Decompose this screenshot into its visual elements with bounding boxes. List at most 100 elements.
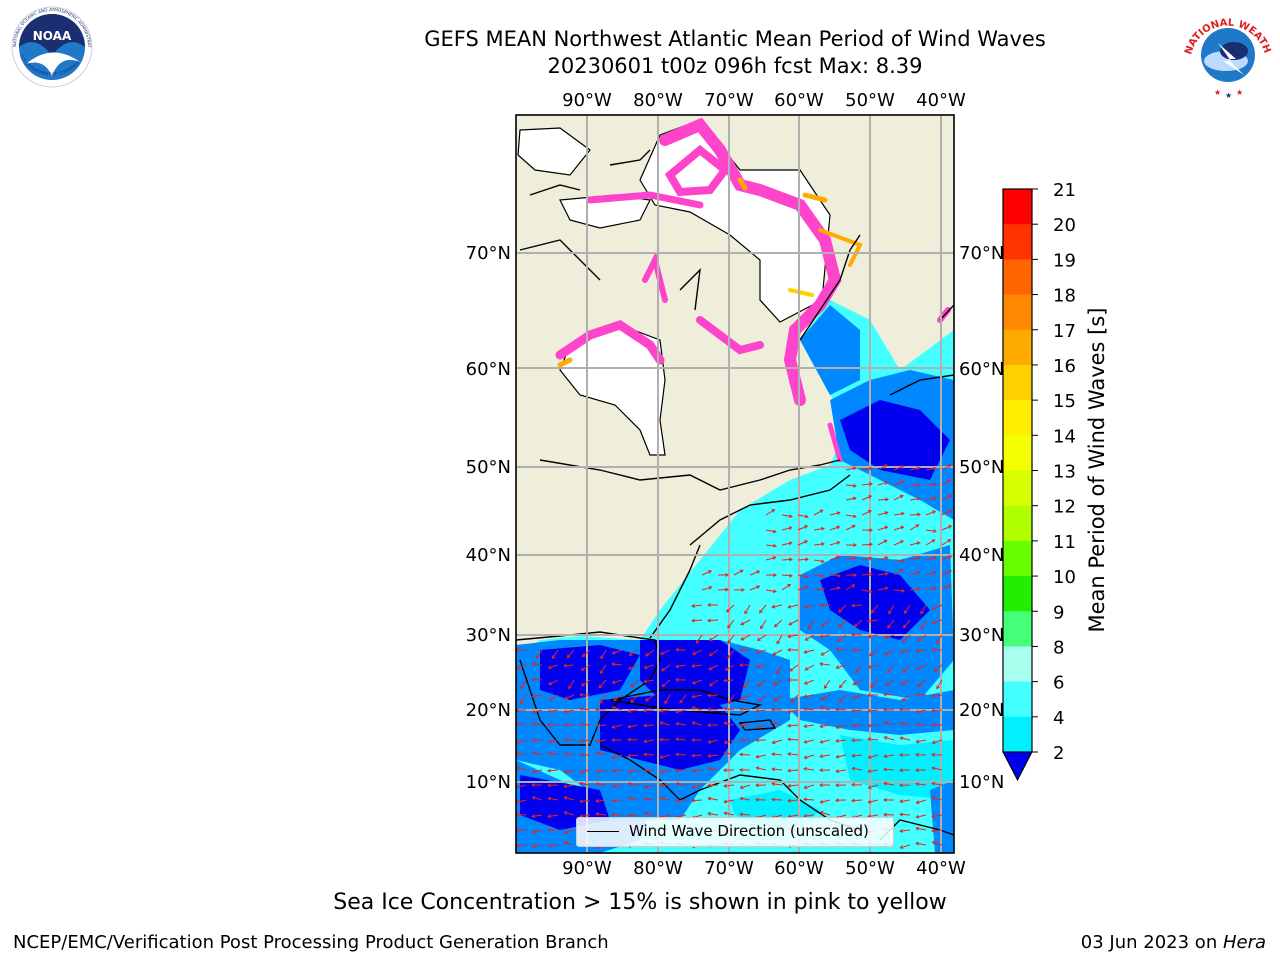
- wave-arrow: [909, 467, 920, 471]
- wave-arrow-head: [579, 707, 584, 711]
- wave-arrow: [772, 739, 783, 744]
- wave-arrow: [915, 693, 927, 696]
- wave-arrow-head: [691, 603, 696, 608]
- wave-arrow: [552, 649, 559, 659]
- wave-arrow: [845, 557, 856, 561]
- wave-arrow-head: [835, 738, 840, 743]
- wave-arrow-head: [933, 668, 938, 673]
- wave-arrow-head: [916, 541, 921, 546]
- wave-arrow-head: [630, 684, 635, 688]
- wave-arrow-head: [804, 667, 809, 671]
- wave-arrow: [925, 557, 936, 561]
- wave-arrow: [708, 767, 719, 771]
- wave-arrow: [788, 619, 799, 626]
- wave-arrow: [861, 495, 872, 501]
- wave-arrow-head: [595, 782, 600, 787]
- wave-arrow: [838, 694, 847, 703]
- wave-arrow: [925, 587, 936, 591]
- wave-arrow-head: [691, 768, 696, 773]
- lat-label-10n-left: 10°N: [466, 772, 511, 793]
- wave-arrow: [941, 510, 952, 516]
- wave-arrow-head: [787, 634, 792, 639]
- wave-arrow-head: [627, 796, 632, 801]
- wave-arrow-head: [837, 573, 841, 578]
- wave-arrow: [776, 634, 783, 644]
- wave-arrow-head: [739, 569, 744, 574]
- wave-arrow: [915, 723, 927, 726]
- wave-arrow-head: [728, 700, 732, 705]
- colorbar-segment: [1003, 576, 1032, 612]
- wave-arrow-head: [853, 623, 858, 628]
- wave-arrow: [645, 649, 655, 657]
- wave-arrow: [612, 679, 623, 684]
- wave-arrow: [805, 664, 815, 671]
- wave-arrow-head: [755, 724, 760, 729]
- wave-arrow: [845, 584, 855, 591]
- wave-arrow: [925, 467, 936, 471]
- wave-arrow-head: [627, 813, 631, 818]
- wave-arrow-head: [566, 654, 571, 659]
- wave-arrow: [580, 782, 591, 786]
- wave-arrow: [838, 619, 847, 628]
- wave-arrow-head: [579, 769, 584, 774]
- wave-arrow: [660, 769, 671, 773]
- wave-arrow-head: [595, 723, 599, 728]
- wave-arrow-head: [884, 556, 889, 561]
- colorbar-tick-label: 11: [1053, 532, 1076, 553]
- wave-arrow: [772, 649, 783, 656]
- wave-arrow-head: [899, 494, 904, 499]
- wave-arrow-head: [915, 768, 919, 773]
- wave-arrow-head: [707, 723, 711, 728]
- wave-arrow: [580, 769, 591, 773]
- wave-arrow: [933, 664, 943, 672]
- wave-arrow: [917, 634, 927, 642]
- wave-arrow-head: [902, 624, 907, 629]
- wave-arrow: [893, 569, 903, 576]
- wave-arrow-head: [821, 623, 826, 627]
- wave-arrow-head: [820, 587, 825, 591]
- wave-arrow: [756, 709, 767, 712]
- wave-arrow-head: [595, 812, 600, 816]
- wave-arrow: [707, 619, 719, 622]
- wave-arrow: [941, 479, 951, 486]
- wave-arrow-head: [695, 640, 700, 644]
- map-area: [516, 115, 954, 853]
- wave-arrow-head: [852, 496, 857, 501]
- wave-arrow-head: [531, 677, 535, 682]
- wave-arrow: [772, 768, 783, 771]
- wave-arrow-head: [756, 637, 761, 641]
- wave-arrow-head: [691, 618, 695, 623]
- wave-arrow-head: [867, 665, 872, 669]
- wave-arrow: [707, 784, 719, 787]
- wave-arrow-head: [851, 753, 856, 758]
- wave-arrow-head: [867, 509, 872, 514]
- wave-arrow-head: [595, 769, 600, 774]
- wave-arrow: [630, 694, 639, 703]
- wave-arrow-head: [531, 783, 535, 788]
- wave-arrow: [520, 694, 527, 704]
- wave-arrow-head: [915, 814, 920, 819]
- colorbar-tick-label: 19: [1053, 250, 1076, 271]
- wave-arrow: [804, 754, 815, 759]
- wave-arrow-head: [852, 556, 857, 561]
- wave-arrow-head: [579, 781, 584, 786]
- wave-arrow: [932, 782, 943, 786]
- wave-arrow: [788, 814, 799, 818]
- wave-arrow-head: [931, 620, 936, 625]
- wave-arrow-head: [516, 843, 519, 848]
- wave-arrow-head: [835, 798, 839, 803]
- wave-arrow-head: [915, 826, 920, 831]
- wave-arrow: [788, 784, 799, 787]
- wave-arrow-head: [884, 586, 889, 591]
- wave-arrow-head: [883, 707, 887, 712]
- wave-arrow: [932, 739, 943, 744]
- wave-arrow-head: [723, 768, 727, 773]
- wave-arrow-head: [819, 799, 824, 804]
- wave-arrow-head: [948, 555, 953, 559]
- wave-arrow-head: [739, 812, 743, 817]
- wave-arrow-head: [659, 755, 664, 759]
- wave-arrow-head: [805, 557, 809, 562]
- wave-arrow: [659, 739, 671, 741]
- wave-arrow-head: [739, 723, 743, 728]
- wave-arrow-head: [819, 603, 823, 608]
